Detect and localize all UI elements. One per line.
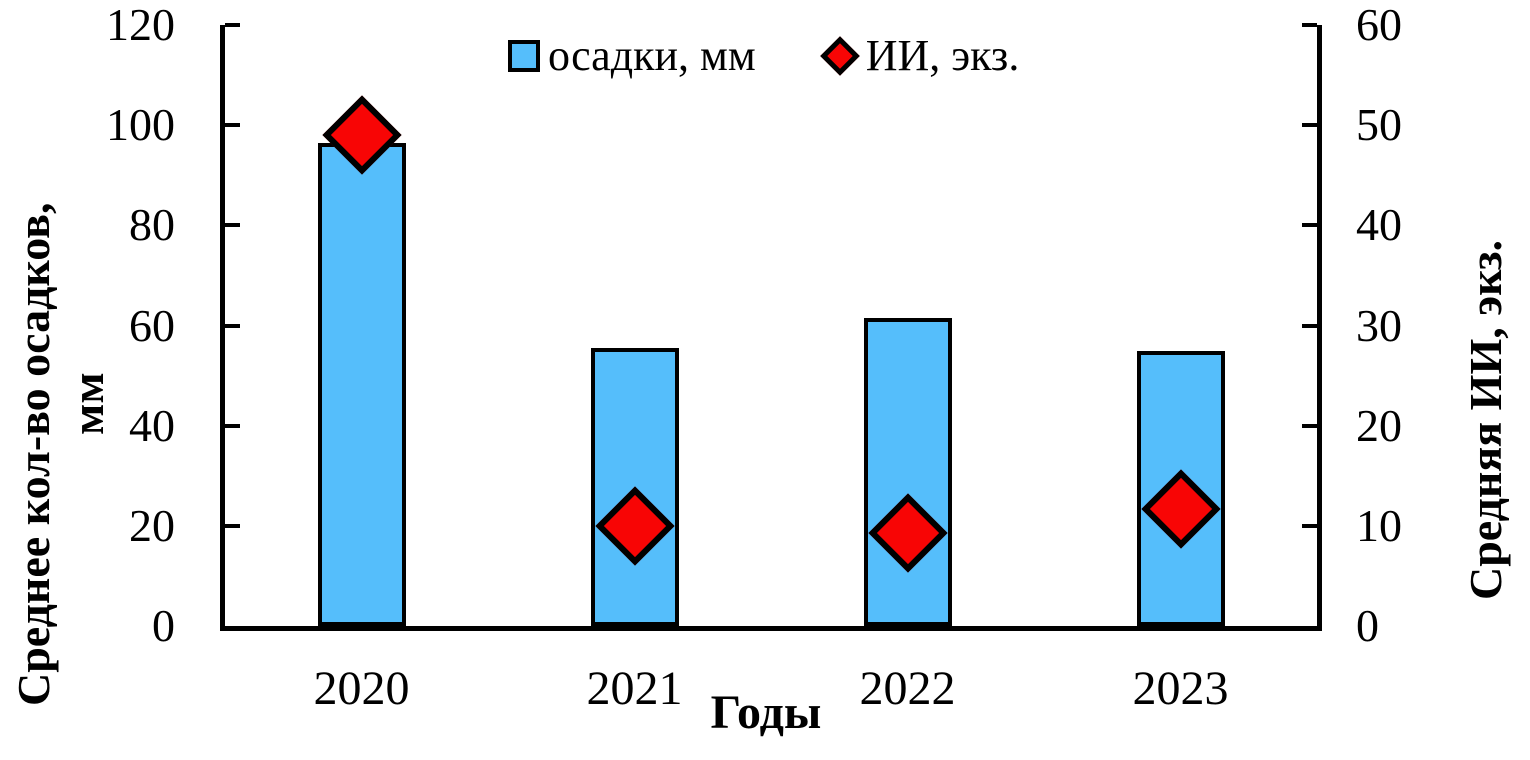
- right-axis-tick: [1302, 323, 1317, 328]
- right-axis-tick: [1302, 223, 1317, 228]
- legend: осадки, мм ИИ, экз.: [508, 30, 1019, 82]
- right-axis-tick: [1302, 423, 1317, 428]
- x-axis-title: Годы: [710, 686, 822, 739]
- left-axis-tick-label: 80: [129, 199, 175, 251]
- legend-square-icon: [508, 40, 540, 72]
- right-axis-tick-label: 0: [1356, 600, 1379, 651]
- legend-item-ii: ИИ, экз.: [812, 30, 1020, 82]
- x-axis-label-2020: 2020: [313, 662, 410, 715]
- right-axis-tick: [1302, 523, 1317, 528]
- right-axis-tick-label: 30: [1356, 299, 1402, 351]
- left-axis-tick-label: 120: [106, 0, 175, 50]
- bar-2022: [863, 317, 952, 626]
- left-axis-tick: [225, 323, 240, 328]
- x-axis-label-2021: 2021: [586, 662, 683, 715]
- legend-item-precipitation: осадки, мм: [508, 30, 756, 82]
- plot-area: [220, 25, 1322, 631]
- left-axis-tick-label: 100: [106, 99, 175, 151]
- right-axis-tick-label: 40: [1356, 199, 1402, 251]
- left-axis-tick: [225, 223, 240, 228]
- legend-label-precipitation: осадки, мм: [548, 31, 756, 80]
- x-axis-label-2023: 2023: [1132, 662, 1229, 715]
- left-axis-tick-label: 0: [152, 600, 175, 651]
- right-axis-tick-label: 50: [1356, 99, 1402, 151]
- left-axis-tick: [225, 123, 240, 128]
- right-axis-tick-label: 60: [1356, 0, 1402, 50]
- right-axis-tick-label: 10: [1356, 499, 1402, 551]
- left-axis-tick-label: 60: [129, 299, 175, 351]
- right-axis-tick: [1302, 23, 1317, 27]
- left-axis-tick: [225, 523, 240, 528]
- left-axis-tick: [225, 23, 240, 27]
- legend-label-ii: ИИ, экз.: [865, 31, 1020, 80]
- x-axis-label-2022: 2022: [859, 662, 956, 715]
- legend-diamond-icon: [819, 36, 860, 76]
- left-axis-tick-label: 20: [129, 499, 175, 551]
- right-axis-tick-label: 20: [1356, 399, 1402, 451]
- bar-2020: [317, 142, 406, 626]
- right-axis-tick: [1302, 123, 1317, 128]
- left-axis-tick: [225, 423, 240, 428]
- left-axis-tick-label: 40: [129, 399, 175, 451]
